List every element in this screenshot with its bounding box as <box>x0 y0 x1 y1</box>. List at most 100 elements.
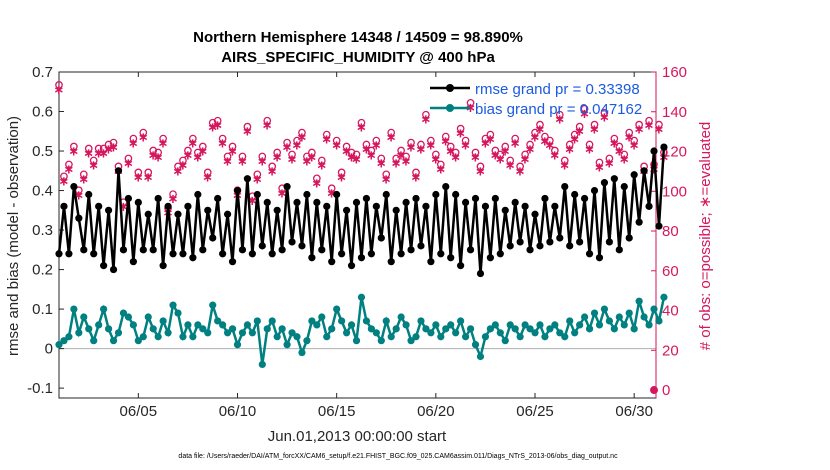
obs-possible-marker <box>481 134 490 143</box>
rmse-point <box>303 190 311 199</box>
obs-possible-marker <box>635 120 643 129</box>
bias-point <box>452 329 460 337</box>
bias-point <box>546 325 554 333</box>
obs-possible-marker <box>228 142 237 151</box>
rmse-point <box>298 242 306 250</box>
bias-point <box>476 352 485 361</box>
bias-point <box>114 329 123 337</box>
bias-series <box>55 293 668 369</box>
bias-point <box>412 333 420 341</box>
obs-evaluated-marker: ∗ <box>396 149 407 164</box>
obs-possible-marker <box>491 146 500 155</box>
obs-evaluated-marker: ∗ <box>93 147 104 162</box>
bias-point <box>501 337 509 345</box>
bias-point <box>219 321 227 329</box>
obs-evaluated-marker: ∗ <box>83 147 94 162</box>
obs-possible-marker <box>99 144 108 153</box>
bias-point <box>303 337 311 345</box>
rmse-point <box>551 202 559 210</box>
obs-possible-marker <box>550 146 559 155</box>
obs-evaluated-marker: ∗ <box>356 121 367 136</box>
rmse-point <box>204 206 212 214</box>
bias-point <box>521 321 529 329</box>
bias-point <box>620 321 628 329</box>
obs-evaluated-marker: ∗ <box>158 137 169 152</box>
obs-evaluated-marker: ∗ <box>59 174 70 189</box>
obs-possible-marker <box>521 150 529 159</box>
rmse-point <box>323 202 331 210</box>
rmse-point <box>521 202 529 210</box>
obs-possible-marker <box>203 168 212 177</box>
rmse-point <box>556 234 564 242</box>
bias-point <box>397 313 405 321</box>
bias-point <box>645 321 653 329</box>
bias-point <box>422 325 430 333</box>
bias-point <box>362 317 371 325</box>
bias-point <box>278 325 286 333</box>
y-right-tick-label: 80 <box>662 223 679 240</box>
obs-evaluated-marker: ∗ <box>366 149 377 164</box>
x-tick-label: 06/15 <box>318 403 356 420</box>
obs-evaluated-marker: ∗ <box>584 143 595 158</box>
obs-evaluated-marker: ∗ <box>331 139 342 154</box>
obs-evaluated-marker: ∗ <box>277 186 288 201</box>
obs-evaluated-marker: ∗ <box>138 131 149 146</box>
obs-evaluated-marker: ∗ <box>515 164 526 179</box>
rmse-point <box>407 246 415 254</box>
bias-point <box>630 325 638 333</box>
bias-point <box>124 313 133 321</box>
obs-possible-marker <box>298 128 306 137</box>
obs-evaluated-marker: ∗ <box>143 170 154 185</box>
rmse-point <box>466 246 475 254</box>
rmse-point <box>580 194 589 203</box>
obs-possible-marker <box>317 156 326 165</box>
rmse-point <box>214 194 222 203</box>
obs-evaluated-marker: ∗ <box>386 131 397 146</box>
obs-evaluated-marker: ∗ <box>460 139 471 154</box>
obs-evaluated-marker: ∗ <box>401 154 412 169</box>
rmse-point <box>650 147 658 155</box>
y-tick-label: 0.6 <box>32 104 53 121</box>
bias-point <box>640 313 648 321</box>
rmse-point <box>313 198 321 206</box>
obs-possible-marker <box>367 146 376 155</box>
obs-evaluated-marker: ∗ <box>490 149 501 164</box>
rmse-point <box>318 246 326 254</box>
rmse-point <box>457 262 465 270</box>
bias-point <box>174 309 182 317</box>
rmse-point <box>233 186 242 195</box>
obs-possible-marker <box>531 128 539 137</box>
bias-point <box>650 305 658 313</box>
rmse-point <box>100 262 108 270</box>
obs-possible-marker <box>184 146 192 155</box>
rmse-point <box>590 186 599 195</box>
bias-point <box>417 317 425 325</box>
rmse-point <box>660 143 668 151</box>
rmse-point <box>209 234 217 242</box>
bias-point <box>80 313 88 321</box>
x-tick-label: 06/20 <box>417 403 455 420</box>
bias-point <box>442 325 450 333</box>
obs-evaluated-marker: ∗ <box>465 101 476 116</box>
obs-evaluated-marker: ∗ <box>187 137 198 152</box>
obs-possible-marker <box>169 190 177 199</box>
rmse-point <box>541 194 549 203</box>
obs-possible-marker <box>189 134 197 143</box>
rmse-point <box>70 182 78 191</box>
obs-evaluated-marker: ∗ <box>272 150 283 165</box>
legend-bias-marker <box>446 104 454 112</box>
obs-possible-marker <box>134 168 143 177</box>
bias-point <box>154 333 162 341</box>
obs-possible-marker <box>283 138 291 147</box>
rmse-point <box>288 238 296 246</box>
rmse-point <box>263 198 271 206</box>
bias-point <box>238 329 247 337</box>
y-axis-right: 0 20 40 60 80 100 120 140 160 <box>651 64 687 399</box>
obs-possible-marker <box>253 170 262 179</box>
bias-point <box>461 333 470 341</box>
bias-point <box>233 341 242 349</box>
obs-possible-marker <box>362 140 371 149</box>
obs-possible-marker <box>595 158 604 167</box>
obs-possible-marker <box>342 142 351 151</box>
obs-evaluated-marker: ∗ <box>118 200 129 215</box>
